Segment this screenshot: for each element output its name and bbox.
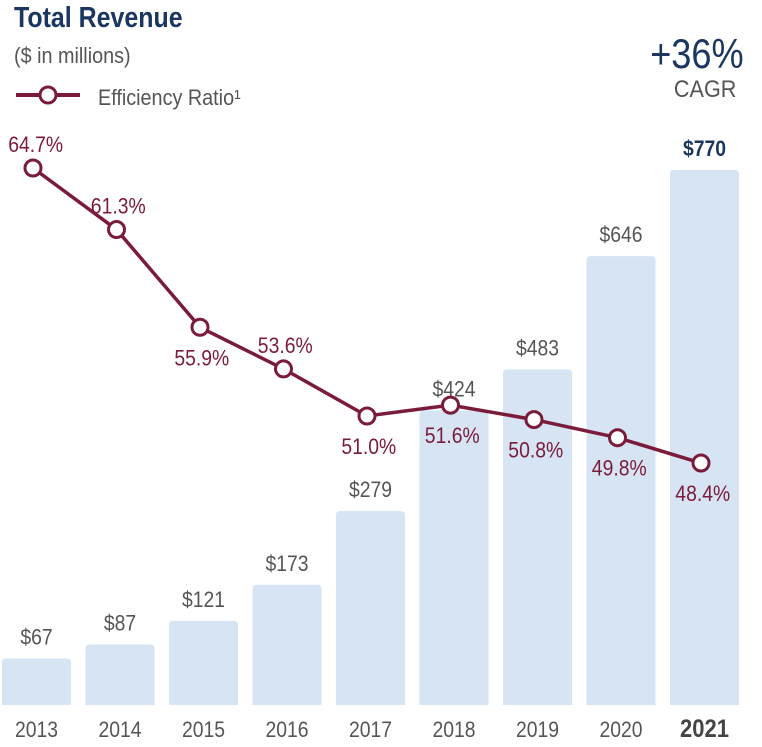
chart-title: Total Revenue xyxy=(14,2,183,34)
revenue-bar xyxy=(85,644,155,705)
legend-line-marker-icon xyxy=(16,85,80,105)
revenue-bar xyxy=(169,620,238,705)
efficiency-point xyxy=(23,158,43,178)
x-tick-label: 2021 xyxy=(680,715,729,743)
efficiency-point xyxy=(107,220,126,240)
chart-subtitle: ($ in millions) xyxy=(14,43,131,68)
bar-value-label: $279 xyxy=(349,478,392,502)
x-tick-label: 2017 xyxy=(349,718,392,742)
bar-value-label: $770 xyxy=(683,137,726,161)
revenue-bar xyxy=(586,256,656,705)
revenue-bar xyxy=(252,584,322,705)
efficiency-point xyxy=(441,395,460,415)
efficiency-label: 49.8% xyxy=(592,457,647,481)
bar-value-label: $87 xyxy=(104,611,136,635)
efficiency-label: 51.0% xyxy=(341,435,396,459)
x-tick-label: 2019 xyxy=(516,718,559,742)
x-tick-label: 2016 xyxy=(265,718,308,742)
bar-value-label: $646 xyxy=(599,223,642,247)
bar-value-label: $121 xyxy=(182,588,225,612)
x-tick-label: 2020 xyxy=(599,718,642,742)
efficiency-label: 55.9% xyxy=(174,346,229,370)
revenue-bar xyxy=(503,369,572,705)
revenue-bar xyxy=(419,410,489,705)
efficiency-point xyxy=(357,406,377,426)
revenue-bar xyxy=(670,170,739,705)
revenue-bar xyxy=(336,511,405,705)
efficiency-label: 53.6% xyxy=(258,334,313,358)
efficiency-label: 48.4% xyxy=(675,482,730,506)
efficiency-label: 51.6% xyxy=(425,424,480,448)
x-tick-label: 2013 xyxy=(15,718,58,742)
legend: Efficiency Ratio¹ xyxy=(14,82,314,110)
efficiency-point xyxy=(691,453,711,473)
efficiency-point xyxy=(524,410,544,430)
legend-label: Efficiency Ratio¹ xyxy=(98,85,241,110)
x-tick-label: 2018 xyxy=(432,718,475,742)
efficiency-label: 64.7% xyxy=(8,133,63,157)
x-tick-label: 2015 xyxy=(182,718,225,742)
efficiency-point xyxy=(608,428,627,448)
efficiency-point xyxy=(274,359,293,379)
x-tick-label: 2014 xyxy=(98,718,141,742)
efficiency-label: 50.8% xyxy=(508,438,563,462)
revenue-bar xyxy=(2,658,71,705)
bar-value-label: $67 xyxy=(20,625,52,649)
efficiency-point xyxy=(190,317,210,337)
efficiency-label: 61.3% xyxy=(91,194,146,218)
cagr-label: CAGR xyxy=(673,76,736,103)
cagr-value: +36% xyxy=(650,30,744,77)
bar-value-label: $173 xyxy=(265,552,308,576)
bar-value-label: $483 xyxy=(516,336,559,360)
